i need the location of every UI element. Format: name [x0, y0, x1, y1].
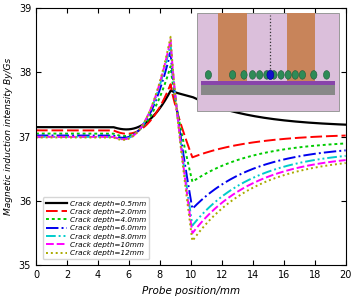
Y-axis label: Magnetic induction intensity By/Gs: Magnetic induction intensity By/Gs: [4, 58, 13, 215]
Legend: Crack depth=0.5mm, Crack depth=2.0mm, Crack depth=4.0mm, Crack depth=6.0mm, Crac: Crack depth=0.5mm, Crack depth=2.0mm, Cr…: [43, 197, 149, 259]
X-axis label: Probe position/mm: Probe position/mm: [142, 286, 240, 296]
